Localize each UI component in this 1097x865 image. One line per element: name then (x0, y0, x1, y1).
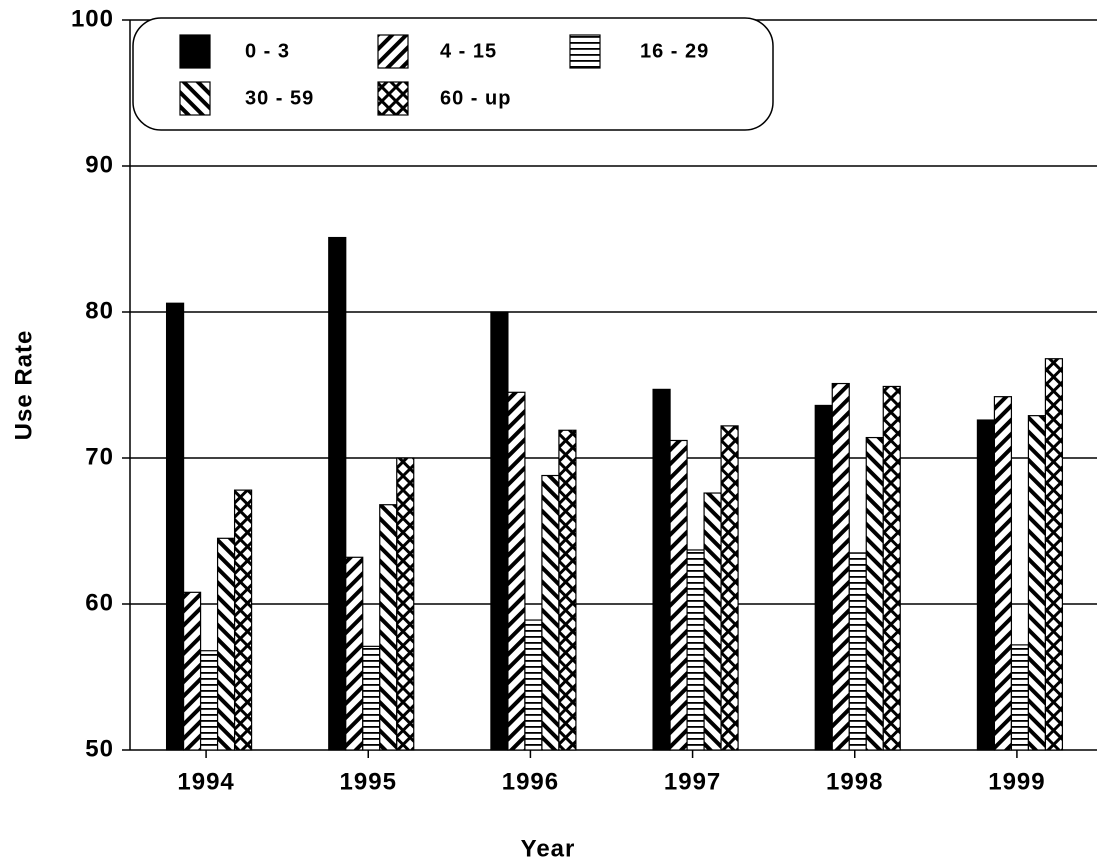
legend-label: 30 - 59 (245, 87, 314, 109)
x-tick-label: 1997 (664, 768, 721, 795)
bar (993, 396, 1013, 751)
y-tick-label: 90 (85, 151, 114, 178)
y-tick-label: 60 (85, 589, 114, 616)
x-tick-label: 1996 (502, 768, 559, 795)
bar (882, 385, 901, 751)
bar (720, 425, 739, 751)
bar (1010, 644, 1030, 751)
bar (976, 419, 996, 751)
bar (233, 489, 253, 751)
bar (345, 556, 364, 751)
bar (1027, 415, 1047, 751)
bar (165, 302, 185, 751)
legend-swatch (377, 34, 409, 69)
bar (686, 549, 705, 751)
legend-swatch (179, 34, 211, 69)
y-tick-label: 70 (85, 443, 114, 470)
bar (1044, 358, 1064, 751)
bar (379, 504, 398, 751)
bar (848, 552, 867, 751)
bar (396, 457, 415, 751)
bar (831, 382, 850, 751)
bar (182, 591, 202, 751)
bar (507, 391, 526, 751)
x-tick-label: 1999 (988, 768, 1045, 795)
legend-label: 16 - 29 (640, 40, 709, 62)
y-axis-label: Use Rate (10, 330, 37, 441)
legend-label: 60 - up (440, 87, 511, 109)
bar (216, 537, 236, 751)
y-tick-label: 80 (85, 297, 114, 324)
legend-swatch (377, 81, 409, 116)
bar (199, 650, 219, 751)
legend-swatch (179, 81, 211, 116)
x-axis-label: Year (521, 835, 576, 862)
legend-swatch (569, 34, 601, 69)
bar (362, 645, 381, 751)
bar (865, 436, 884, 751)
legend-label: 0 - 3 (245, 40, 290, 62)
bar (652, 388, 671, 751)
bar (524, 619, 543, 751)
x-tick-label: 1998 (826, 768, 883, 795)
bar (814, 404, 833, 751)
bar (669, 439, 688, 751)
bar (328, 236, 347, 751)
legend-label: 4 - 15 (440, 40, 497, 62)
x-tick-label: 1995 (340, 768, 397, 795)
bar (558, 429, 577, 751)
legend-box (132, 17, 774, 131)
x-tick-label: 1994 (177, 768, 234, 795)
y-tick-label: 100 (71, 5, 114, 32)
y-tick-label: 50 (85, 735, 114, 762)
bar (490, 311, 509, 751)
bar (541, 474, 560, 751)
bar (703, 492, 722, 751)
